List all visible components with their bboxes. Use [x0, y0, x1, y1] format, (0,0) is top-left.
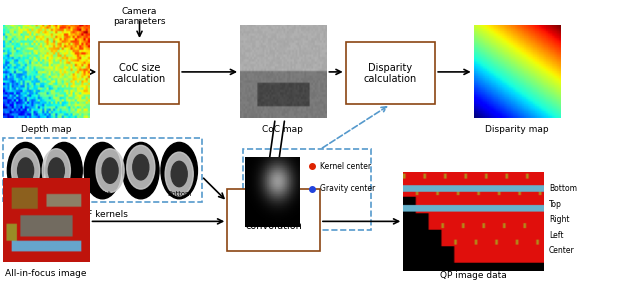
Ellipse shape — [96, 149, 124, 193]
Text: All-in-focus image: All-in-focus image — [5, 269, 87, 278]
FancyBboxPatch shape — [227, 189, 320, 251]
Text: Right: Right — [93, 191, 111, 197]
Text: Top: Top — [135, 191, 147, 197]
Text: QP image data: QP image data — [440, 271, 507, 280]
Text: Gravity center: Gravity center — [320, 184, 375, 193]
Ellipse shape — [127, 146, 155, 189]
Ellipse shape — [161, 142, 198, 199]
Text: Center: Center — [549, 246, 575, 255]
Ellipse shape — [46, 142, 83, 199]
Text: Center: Center — [14, 191, 37, 197]
Text: Camera
parameters: Camera parameters — [113, 7, 166, 27]
Ellipse shape — [123, 142, 159, 199]
FancyBboxPatch shape — [346, 42, 435, 104]
Text: CoC size
calculation: CoC size calculation — [113, 63, 166, 84]
Text: Left: Left — [58, 191, 70, 197]
Text: Bottom: Bottom — [167, 191, 191, 197]
Text: Disparity
calculation: Disparity calculation — [364, 63, 417, 84]
Ellipse shape — [133, 155, 149, 180]
Ellipse shape — [172, 161, 188, 187]
Text: PSF kernels: PSF kernels — [76, 210, 129, 219]
Text: Right: Right — [549, 215, 570, 224]
Ellipse shape — [84, 142, 121, 199]
Text: Depth map: Depth map — [21, 125, 71, 134]
Ellipse shape — [8, 142, 44, 199]
Ellipse shape — [18, 158, 34, 183]
FancyBboxPatch shape — [99, 42, 179, 104]
Ellipse shape — [42, 149, 70, 193]
Text: CoC map: CoC map — [262, 125, 303, 134]
Text: Layer-wise
convolution: Layer-wise convolution — [245, 209, 302, 231]
Text: Left: Left — [549, 231, 564, 240]
Text: Disparity map: Disparity map — [484, 125, 548, 134]
Ellipse shape — [165, 152, 193, 196]
Text: Top: Top — [549, 200, 562, 209]
Ellipse shape — [12, 149, 40, 193]
Ellipse shape — [102, 158, 118, 183]
Text: Bottom: Bottom — [549, 184, 577, 193]
Text: Kernel center: Kernel center — [320, 162, 371, 171]
Ellipse shape — [49, 158, 65, 183]
